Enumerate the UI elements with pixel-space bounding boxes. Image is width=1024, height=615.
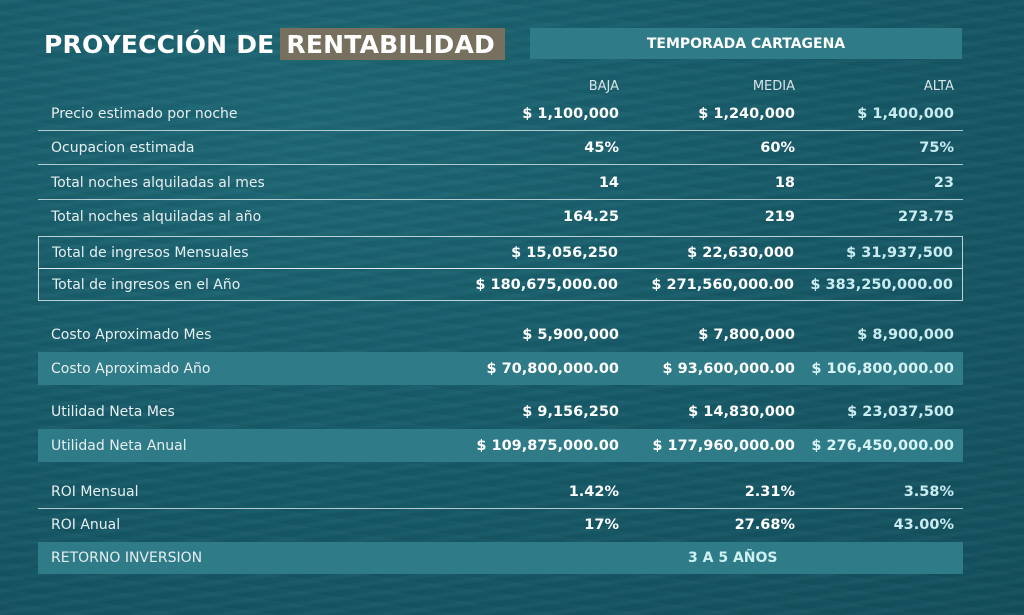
value-baja: $ 15,056,250 <box>511 244 618 261</box>
row-label: Total de ingresos Mensuales <box>52 244 249 261</box>
row-label: Costo Aproximado Mes <box>51 326 212 343</box>
value-baja: 45% <box>584 139 619 156</box>
value-baja: 164.25 <box>563 208 619 225</box>
value-baja: $ 9,156,250 <box>522 403 619 420</box>
value-alta: $ 23,037,500 <box>847 403 954 420</box>
table-row-utilidad-anual: Utilidad Neta Anual $ 109,875,000.00 $ 1… <box>38 429 963 462</box>
column-header-baja: BAJA <box>588 79 619 94</box>
table-row-costo-mes: Costo Aproximado Mes $ 5,900,000 $ 7,800… <box>38 318 963 351</box>
value-alta: 3.58% <box>903 483 954 500</box>
value-baja: $ 70,800,000.00 <box>486 360 619 377</box>
table-row-roi-anual: ROI Anual 17% 27.68% 43.00% <box>38 508 963 541</box>
value-media: $ 7,800,000 <box>698 326 795 343</box>
page-title: PROYECCIÓN DE RENTABILIDAD <box>44 28 505 60</box>
value-baja: $ 109,875,000.00 <box>476 437 619 454</box>
value-media: $ 177,960,000.00 <box>652 437 795 454</box>
value-baja: $ 1,100,000 <box>522 105 619 122</box>
value-media: $ 93,600,000.00 <box>662 360 795 377</box>
value-alta: $ 276,450,000.00 <box>811 437 954 454</box>
value-baja: 14 <box>598 174 619 191</box>
value-media: $ 14,830,000 <box>688 403 795 420</box>
value-media: 27.68% <box>734 516 795 533</box>
table-row-retorno: RETORNO INVERSION 3 A 5 AÑOS <box>38 542 963 574</box>
row-label: Utilidad Neta Mes <box>51 403 175 420</box>
value-alta: $ 31,937,500 <box>846 244 953 261</box>
row-label: Total noches alquiladas al mes <box>51 174 265 191</box>
row-label: Ocupacion estimada <box>51 139 195 156</box>
value-alta: 273.75 <box>898 208 954 225</box>
value-media: 18 <box>774 174 795 191</box>
row-label: Utilidad Neta Anual <box>51 437 187 454</box>
return-value: 3 A 5 AÑOS <box>688 550 778 566</box>
value-alta: $ 106,800,000.00 <box>811 360 954 377</box>
table-row-noches-ano: Total noches alquiladas al año 164.25 21… <box>38 200 963 233</box>
title-part1: PROYECCIÓN DE <box>44 29 275 59</box>
value-alta: 75% <box>919 139 954 156</box>
table-row-ingresos-ano: Total de ingresos en el Año $ 180,675,00… <box>38 268 963 301</box>
season-header: TEMPORADA CARTAGENA <box>530 28 962 59</box>
value-alta: $ 8,900,000 <box>857 326 954 343</box>
value-media: $ 1,240,000 <box>698 105 795 122</box>
value-alta: $ 383,250,000.00 <box>810 276 953 293</box>
value-alta: 23 <box>933 174 954 191</box>
row-label: Precio estimado por noche <box>51 105 238 122</box>
value-media: 60% <box>760 139 795 156</box>
table-row-ocupacion: Ocupacion estimada 45% 60% 75% <box>38 131 963 165</box>
value-baja: 17% <box>584 516 619 533</box>
table-row-ingresos-mensuales: Total de ingresos Mensuales $ 15,056,250… <box>38 236 963 269</box>
column-header-alta: ALTA <box>923 79 954 94</box>
table-row-utilidad-mes: Utilidad Neta Mes $ 9,156,250 $ 14,830,0… <box>38 395 963 428</box>
row-label: Total noches alquiladas al año <box>51 208 262 225</box>
value-media: $ 271,560,000.00 <box>651 276 794 293</box>
row-label: ROI Anual <box>51 516 121 533</box>
table-row-precio: Precio estimado por noche $ 1,100,000 $ … <box>38 97 963 131</box>
column-header-media: MEDIA <box>752 79 795 94</box>
value-media: $ 22,630,000 <box>687 244 794 261</box>
value-media: 219 <box>764 208 795 225</box>
table-row-costo-ano: Costo Aproximado Año $ 70,800,000.00 $ 9… <box>38 352 963 385</box>
row-label: Total de ingresos en el Año <box>52 276 241 293</box>
table-row-noches-mes: Total noches alquiladas al mes 14 18 23 <box>38 166 963 200</box>
row-label: RETORNO INVERSION <box>51 550 203 566</box>
row-label: ROI Mensual <box>51 483 139 500</box>
value-baja: $ 5,900,000 <box>522 326 619 343</box>
title-highlight: RENTABILIDAD <box>280 28 505 60</box>
table-row-roi-mensual: ROI Mensual 1.42% 2.31% 3.58% <box>38 475 963 509</box>
value-alta: $ 1,400,000 <box>857 105 954 122</box>
value-alta: 43.00% <box>893 516 954 533</box>
value-baja: 1.42% <box>568 483 619 500</box>
value-baja: $ 180,675,000.00 <box>475 276 618 293</box>
value-media: 2.31% <box>744 483 795 500</box>
row-label: Costo Aproximado Año <box>51 360 211 377</box>
